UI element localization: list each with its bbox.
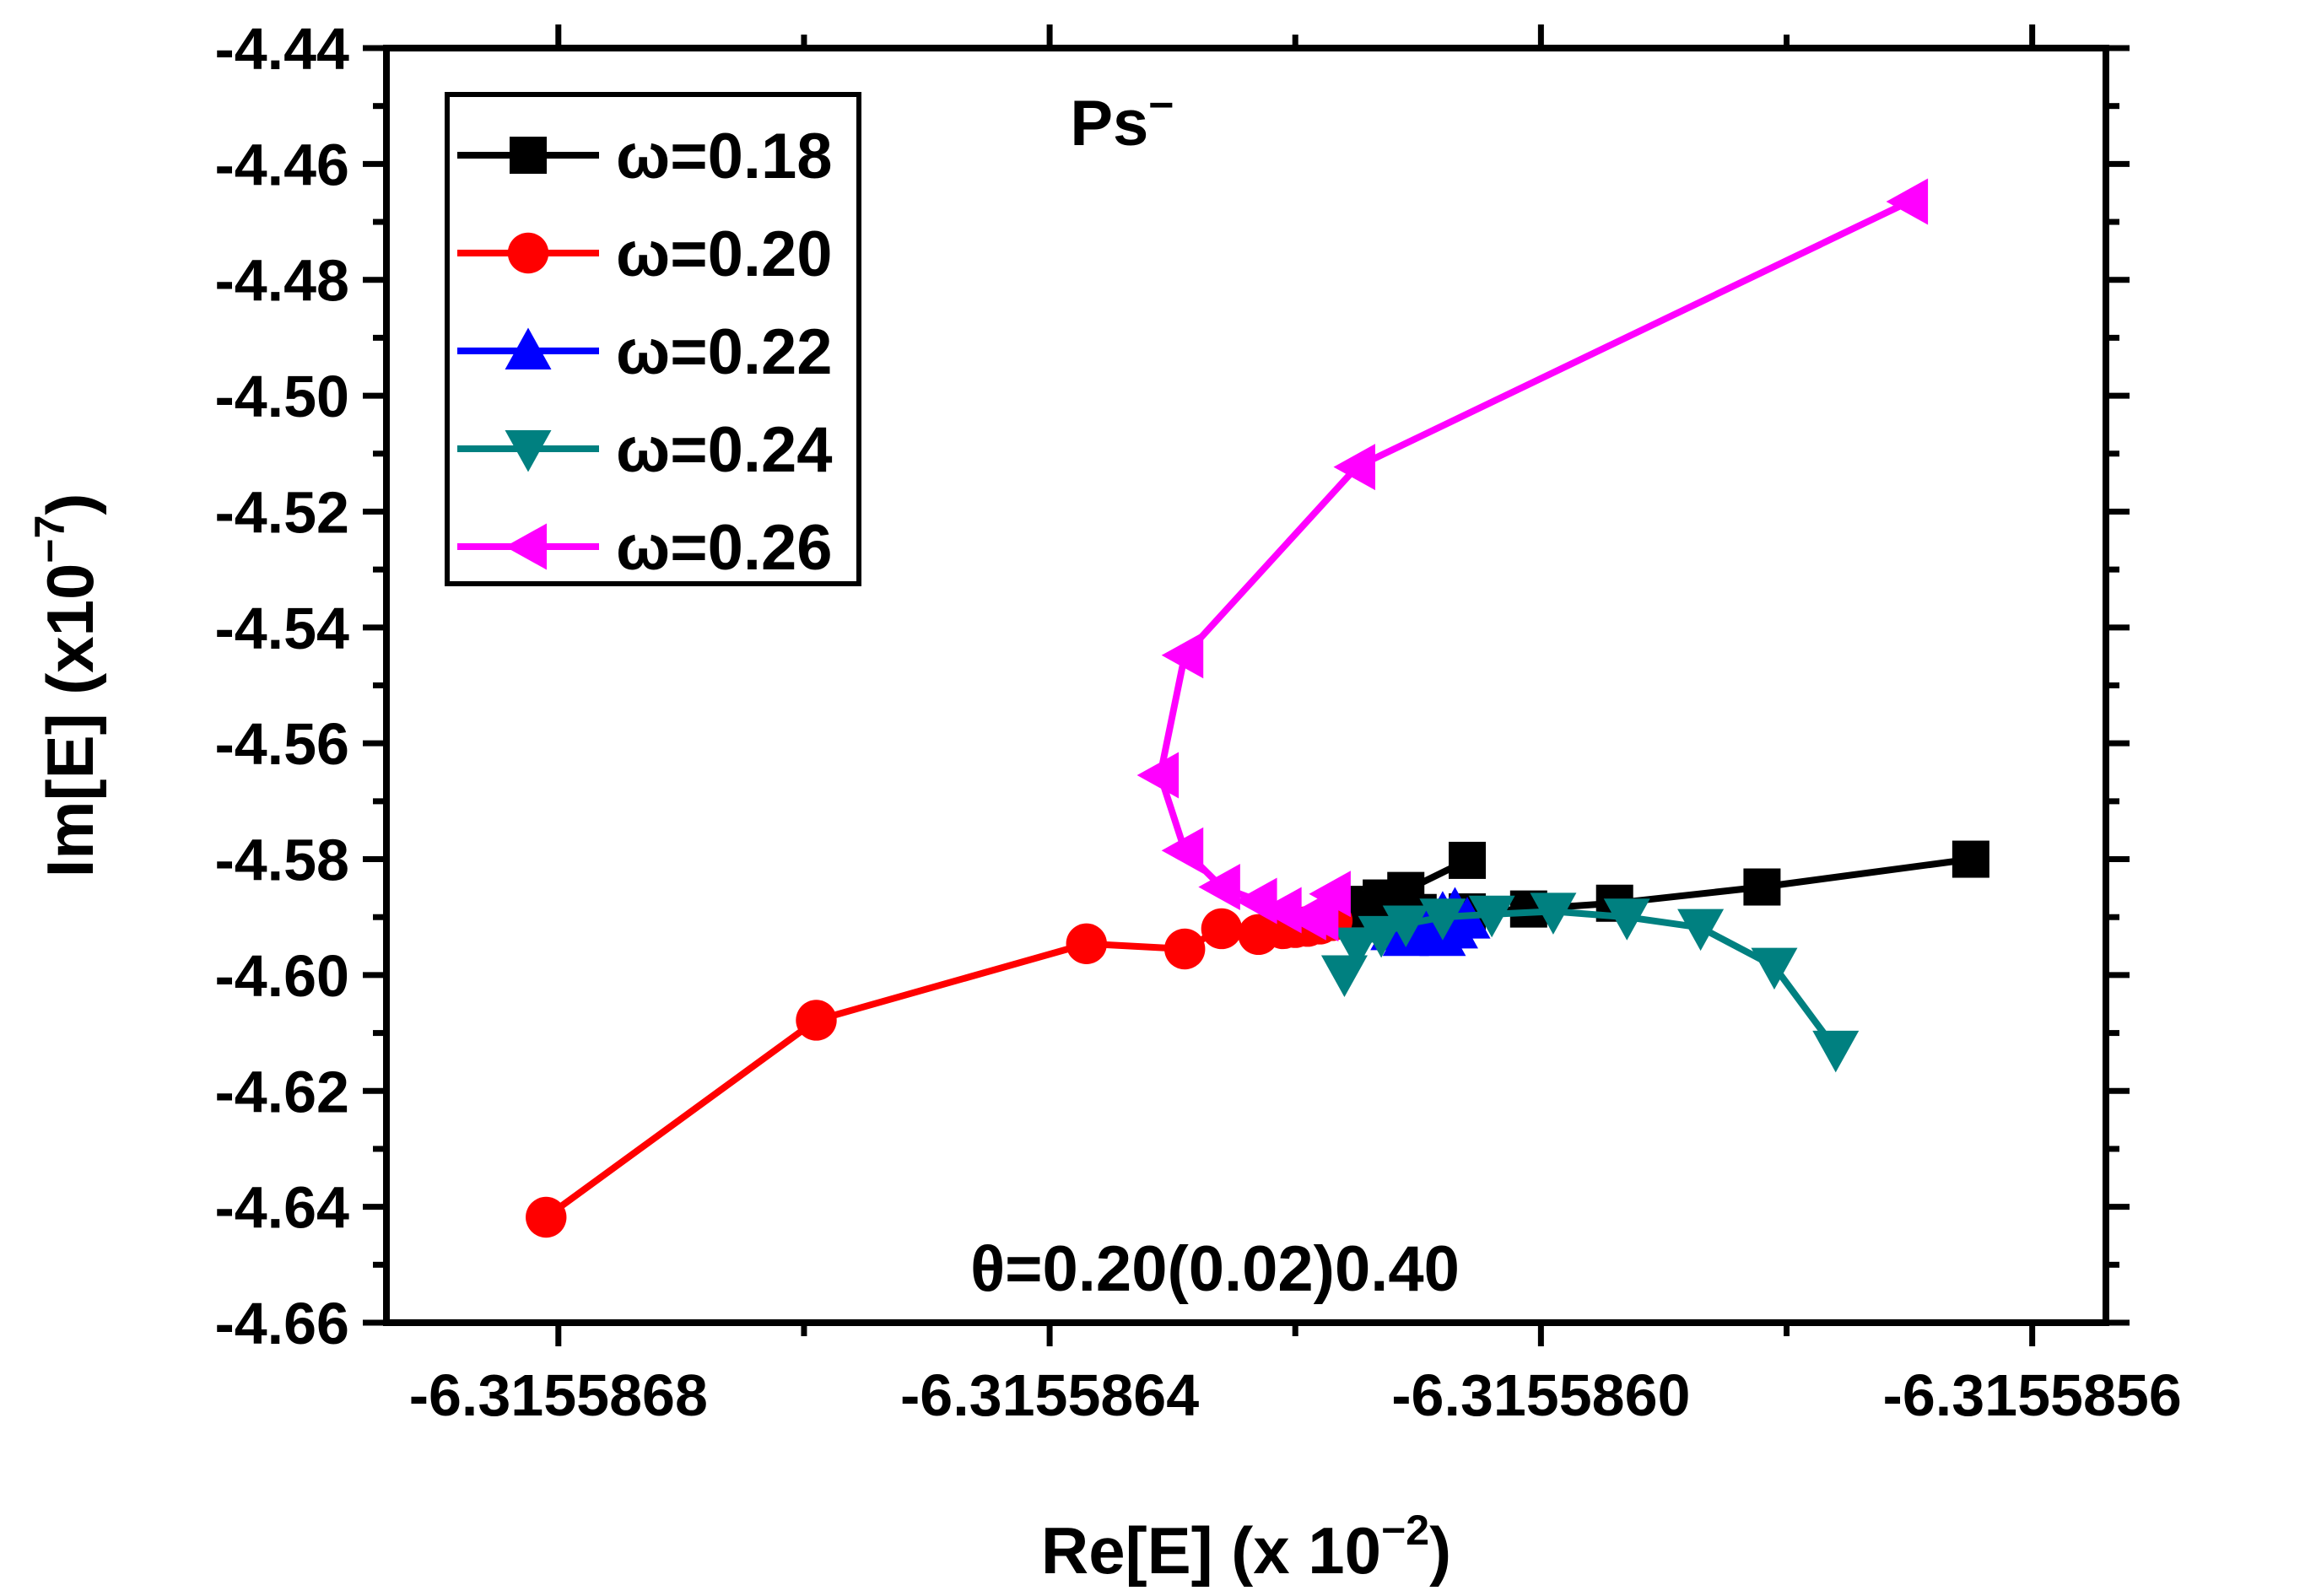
- series-line: [1157, 198, 1911, 922]
- x-axis-title: Re[E] (x 10−2): [1041, 1507, 1451, 1588]
- series-point: [1260, 887, 1302, 934]
- x-tick-label: -6.3155856: [1883, 1362, 2182, 1428]
- plot-frame: [383, 45, 2109, 1326]
- series-line: [543, 917, 1334, 1221]
- legend-label: ω=0.24: [616, 414, 833, 486]
- legend: ω=0.18 ω=0.20 ω=0.22 ω=0.24 ω=0.26: [445, 92, 861, 586]
- legend-entry: ω=0.18: [457, 121, 833, 192]
- series-5: [1136, 178, 1929, 942]
- legend-swatch-marker: [505, 327, 552, 369]
- series-point: [1468, 895, 1515, 938]
- legend-entry: ω=0.20: [457, 218, 833, 290]
- legend-swatch-marker: [505, 430, 552, 472]
- legend-swatch-marker: [507, 232, 549, 274]
- legend-label: ω=0.18: [616, 121, 833, 192]
- series-point: [1066, 923, 1107, 965]
- legend-entry: ω=0.22: [457, 316, 833, 388]
- series-point: [1952, 840, 1989, 878]
- y-tick-label: -4.48: [214, 248, 349, 314]
- y-axis-title-main: Im[E] (x10: [33, 563, 107, 878]
- series-point: [1603, 898, 1650, 941]
- y-tick-label: -4.64: [214, 1175, 349, 1241]
- series-point: [1358, 915, 1405, 958]
- series-point: [1309, 871, 1351, 918]
- legend-label: ω=0.26: [616, 512, 833, 584]
- legend-items: ω=0.18 ω=0.20 ω=0.22 ω=0.24 ω=0.26: [457, 121, 833, 584]
- series-point: [1812, 1030, 1860, 1073]
- series-point: [1296, 895, 1339, 942]
- annotation-ps-superscript: −: [1148, 81, 1174, 130]
- series-point: [1164, 928, 1206, 970]
- y-axis-title-suffix: ): [33, 493, 107, 515]
- x-axis-title-exponent: −2: [1381, 1507, 1429, 1554]
- series-2: [526, 900, 1353, 1238]
- y-tick-label: -4.46: [214, 132, 349, 197]
- x-tick-label: -6.3155868: [409, 1362, 708, 1428]
- series-point: [1677, 909, 1725, 952]
- series-point: [526, 1196, 567, 1238]
- series-point: [1198, 864, 1240, 911]
- series-point: [1449, 841, 1487, 879]
- series-point: [1382, 905, 1429, 947]
- annotation-theta-range: θ=0.20(0.02)0.40: [970, 1233, 1460, 1305]
- x-axis-title-suffix: ): [1429, 1513, 1451, 1588]
- series-point: [1530, 892, 1577, 935]
- y-axis-title-exponent: −7: [26, 515, 73, 563]
- legend-label: ω=0.20: [616, 218, 833, 290]
- y-tick-label: -4.62: [214, 1059, 349, 1124]
- y-tick-label: -4.58: [214, 828, 349, 893]
- series-point: [1136, 752, 1180, 799]
- tick-labels-layer: -6.3155868 -6.3155864 -6.3155860 -6.3155856…: [214, 16, 2181, 1428]
- annotation-ps-text: Ps: [1070, 88, 1148, 159]
- legend-swatch-marker: [510, 137, 547, 174]
- annotation-ps-ion: Ps−: [1070, 81, 1174, 159]
- series-point: [1333, 927, 1380, 970]
- series-point: [1886, 178, 1929, 225]
- series-point: [1743, 868, 1781, 906]
- legend-entry: ω=0.26: [457, 512, 833, 584]
- series-layer: [526, 178, 1989, 1238]
- x-axis-title-main: Re[E] (x 10: [1041, 1513, 1381, 1588]
- legend-entry: ω=0.24: [457, 414, 833, 486]
- x-tick-label: -6.3155864: [900, 1362, 1199, 1428]
- series-point: [1161, 827, 1204, 874]
- series-point: [1419, 898, 1466, 941]
- y-tick-label: -4.56: [214, 711, 349, 777]
- y-tick-label: -4.52: [214, 479, 349, 545]
- legend-swatch-marker: [505, 523, 547, 570]
- series-point: [1201, 908, 1243, 950]
- x-tick-label: -6.3155860: [1391, 1362, 1690, 1428]
- y-tick-label: -4.60: [214, 943, 349, 1009]
- legend-label: ω=0.22: [616, 316, 833, 388]
- y-tick-label: -4.66: [214, 1291, 349, 1356]
- series-point: [1161, 632, 1204, 679]
- legend-box: [445, 92, 861, 586]
- series-point: [1387, 871, 1425, 909]
- series-point: [1333, 444, 1376, 491]
- y-axis-title: Im[E] (x10−7): [26, 493, 107, 878]
- series-4: [1320, 892, 1860, 1073]
- series-point: [796, 1000, 837, 1041]
- y-tick-label: -4.44: [214, 16, 349, 82]
- series-point: [1751, 947, 1798, 990]
- y-tick-label: -4.50: [214, 364, 349, 429]
- y-tick-label: -4.54: [214, 596, 349, 661]
